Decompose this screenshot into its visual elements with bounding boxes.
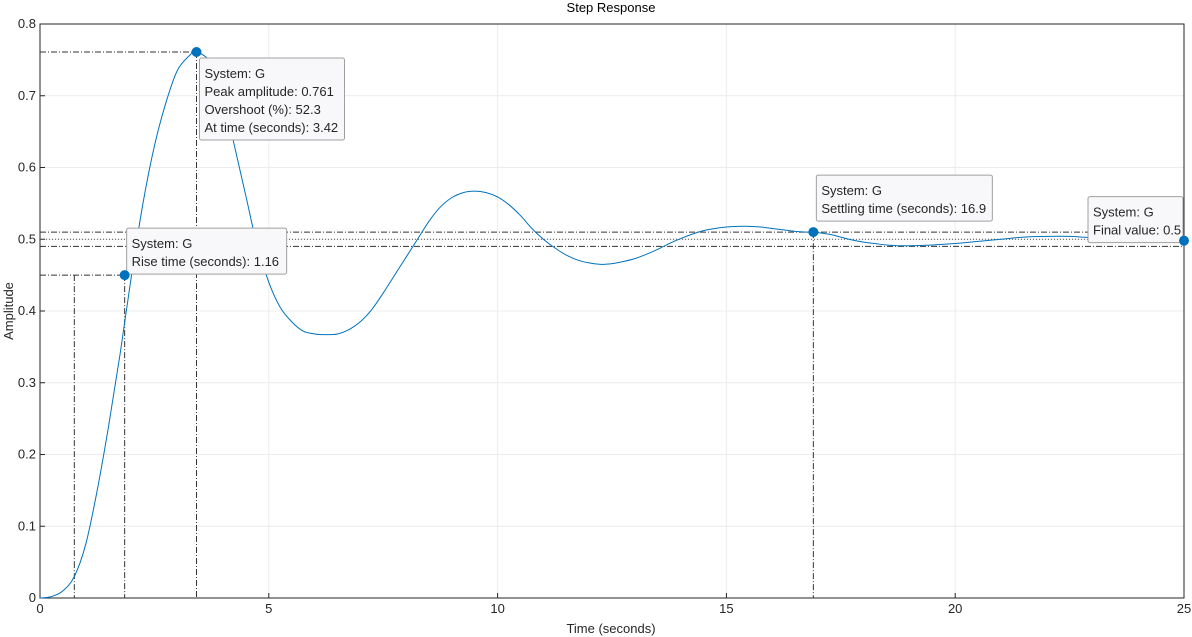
datatip-line: Settling time (seconds): 16.9 [821, 201, 986, 216]
datatip-line: Overshoot (%): 52.3 [204, 102, 320, 117]
datatip-box [815, 174, 993, 222]
x-tick-label: 15 [719, 601, 733, 616]
y-tick-label: 0 [29, 590, 36, 605]
datatip-peak[interactable]: System: G Peak amplitude: 0.761 Overshoot … [198, 57, 345, 141]
datatip-marker[interactable] [808, 227, 819, 238]
y-tick-label: 0.4 [18, 303, 36, 318]
datatip-line: System: G [204, 66, 265, 81]
datatip-rise[interactable]: System: G Rise time (seconds): 1.16 [126, 227, 288, 275]
datatip-line: System: G [821, 183, 882, 198]
plot-frame [39, 23, 1185, 599]
datatip-final[interactable]: System: G Final value: 0.5 [1087, 196, 1184, 244]
datatip-line: Rise time (seconds): 1.16 [132, 254, 279, 269]
datatip-box [198, 57, 345, 141]
axes: 0 5 10 15 20 25 0 0.1 0.2 0.3 0.4 0.5 0.6 0.7 0.8 [18, 16, 1191, 616]
x-tick-label: 25 [1177, 601, 1191, 616]
datatip-marker[interactable] [1179, 235, 1189, 246]
x-tick-label: 5 [265, 601, 272, 616]
datatip-line: Peak amplitude: 0.761 [204, 84, 333, 99]
y-axis-label: Amplitude [1, 282, 16, 340]
x-tick-label: 20 [948, 601, 962, 616]
x-tick-label: 10 [490, 601, 504, 616]
datatip-line: System: G [132, 236, 193, 251]
datatip-line: Final value: 0.5 [1093, 223, 1181, 238]
datatip-settling[interactable]: System: G Settling time (seconds): 16.9 [815, 174, 993, 222]
x-axis-label: Time (seconds) [566, 621, 655, 636]
y-tick-label: 0.7 [18, 88, 36, 103]
chart-title: Step Response [567, 0, 656, 15]
datatip-marker[interactable] [119, 270, 130, 281]
y-tick-label: 0.8 [18, 16, 36, 31]
datatip-box [1087, 196, 1184, 244]
datatip-box [126, 227, 288, 275]
x-tick-label: 0 [36, 601, 43, 616]
y-tick-label: 0.6 [18, 160, 36, 175]
y-tick-label: 0.1 [18, 518, 36, 533]
y-tick-label: 0.5 [18, 231, 36, 246]
y-tick-label: 0.3 [18, 375, 36, 390]
datatip-marker[interactable] [191, 46, 202, 57]
y-tick-label: 0.2 [18, 447, 36, 462]
datatip-line: At time (seconds): 3.42 [204, 120, 338, 135]
datatip-line: System: G [1093, 205, 1154, 220]
